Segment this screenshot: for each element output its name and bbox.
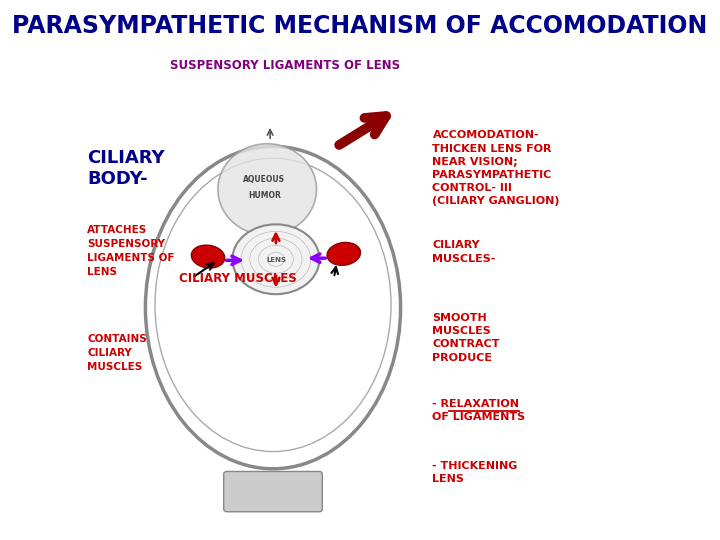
- Text: AQUEOUS: AQUEOUS: [243, 176, 285, 184]
- Text: ATTACHES
SUSPENSORY
LIGAMENTS OF
LENS: ATTACHES SUSPENSORY LIGAMENTS OF LENS: [87, 225, 175, 277]
- Ellipse shape: [327, 242, 361, 265]
- Ellipse shape: [233, 224, 320, 294]
- Text: HUMOR: HUMOR: [248, 191, 281, 200]
- Text: CONTAINS
CILIARY
MUSCLES: CONTAINS CILIARY MUSCLES: [87, 334, 147, 372]
- Text: LENS: LENS: [266, 258, 286, 264]
- Ellipse shape: [192, 245, 225, 268]
- Text: - RELAXATION
OF LIGAMENTS: - RELAXATION OF LIGAMENTS: [433, 399, 526, 422]
- Text: CILIARY
MUSCLES-: CILIARY MUSCLES-: [433, 240, 496, 264]
- Text: PARASYMPATHETIC MECHANISM OF ACCOMODATION: PARASYMPATHETIC MECHANISM OF ACCOMODATIO…: [12, 14, 708, 38]
- Ellipse shape: [218, 144, 317, 235]
- Text: BODY-: BODY-: [87, 170, 148, 188]
- Text: SMOOTH
MUSCLES
CONTRACT
PRODUCE: SMOOTH MUSCLES CONTRACT PRODUCE: [433, 313, 500, 362]
- Text: SUSPENSORY LIGAMENTS OF LENS: SUSPENSORY LIGAMENTS OF LENS: [169, 59, 400, 72]
- FancyBboxPatch shape: [224, 471, 323, 512]
- Text: CILIARY: CILIARY: [87, 149, 165, 167]
- Text: ACCOMODATION-
THICKEN LENS FOR
NEAR VISION;
PARASYMPATHETIC
CONTROL- III
(CILIAR: ACCOMODATION- THICKEN LENS FOR NEAR VISI…: [433, 130, 560, 206]
- Text: CILIARY MUSCLES: CILIARY MUSCLES: [179, 272, 297, 285]
- Text: - THICKENING
LENS: - THICKENING LENS: [433, 461, 518, 484]
